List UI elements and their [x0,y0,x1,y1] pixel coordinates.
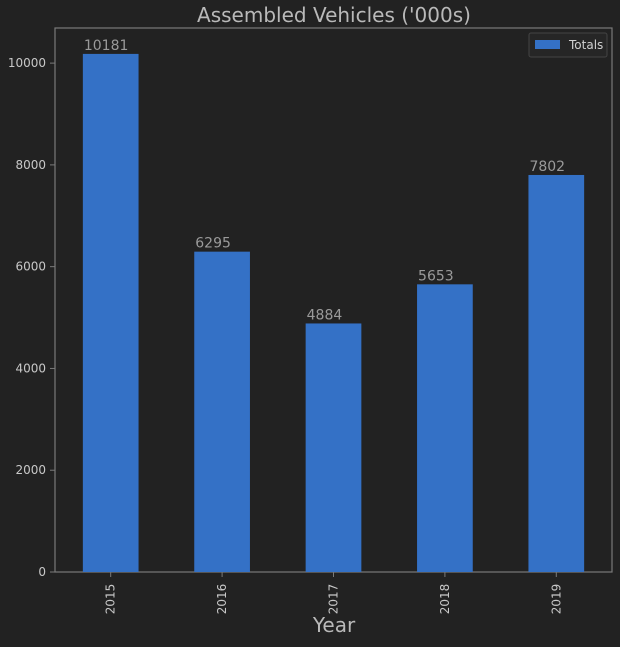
legend: Totals [528,32,608,58]
data-label-2018: 5653 [418,268,454,284]
y-tick-label: 6000 [15,260,46,274]
x-axis-label: Year [312,613,356,637]
bar-2019 [528,174,585,573]
bars-group [82,53,585,573]
y-axis: 0 2000 4000 6000 8000 10000 [8,56,55,579]
y-tick-label: 2000 [15,463,46,477]
y-tick-label: 0 [38,565,46,579]
x-tick-label: 2015 [104,584,118,615]
bar-2018 [417,284,473,572]
chart-title: Assembled Vehicles ('000s) [197,3,471,27]
data-labels-group: 10181 6295 4884 5653 7802 [84,38,565,324]
x-tick-label: 2018 [438,584,452,615]
data-label-2017: 4884 [307,307,343,323]
x-axis: 2015 2016 2017 2018 2019 [104,572,563,615]
data-label-2016: 6295 [195,236,231,252]
bar-2017 [305,323,362,572]
data-label-2019: 7802 [529,159,565,175]
y-tick-label: 4000 [15,361,46,375]
legend-box [528,32,608,58]
legend-label: Totals [568,38,603,52]
bar-2015 [82,53,139,572]
data-label-2015: 10181 [84,38,129,54]
legend-swatch [535,40,560,49]
x-tick-label: 2016 [215,584,229,615]
x-tick-label: 2019 [549,584,563,615]
y-tick-label: 8000 [15,158,46,172]
bar-2016 [194,251,250,572]
y-tick-label: 10000 [8,56,46,70]
x-tick-label: 2017 [327,584,341,615]
